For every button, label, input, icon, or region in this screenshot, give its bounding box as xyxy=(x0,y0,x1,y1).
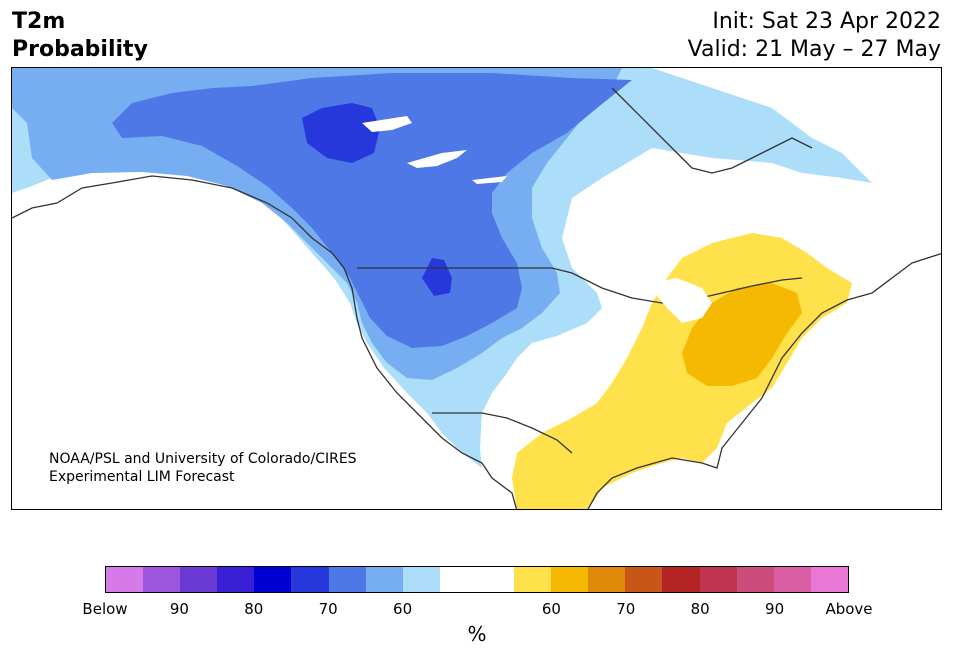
credit-line-2: Experimental LIM Forecast xyxy=(49,469,235,485)
colorbar-tick-label: 90 xyxy=(765,600,785,618)
colorbar-tick-label: 90 xyxy=(169,600,189,618)
colorbar-swatch xyxy=(476,567,515,592)
great-slave-lake xyxy=(407,150,467,168)
colorbar-tick-label: 80 xyxy=(244,600,264,618)
colorbar-swatch xyxy=(625,567,663,592)
us-canada-border xyxy=(357,267,803,304)
colorbar-ticks: Below 90 80 70 60 60 70 80 90 Above xyxy=(0,600,953,620)
forecast-map xyxy=(11,67,942,510)
colorbar-swatch xyxy=(439,567,477,592)
lake-winnipeg xyxy=(472,176,507,184)
colorbar-tick-label: 60 xyxy=(393,600,413,618)
colorbar-swatch xyxy=(254,567,292,592)
colorbar-swatch xyxy=(588,567,626,592)
colorbar-swatch xyxy=(365,567,403,592)
colorbar-swatch xyxy=(699,567,737,592)
hudson-bay xyxy=(611,87,813,174)
colorbar-tick-label: 70 xyxy=(616,600,636,618)
coastline xyxy=(12,175,941,509)
colorbar-swatch xyxy=(514,567,552,592)
colorbar-swatch xyxy=(328,567,366,592)
colorbar-swatch xyxy=(662,567,700,592)
colorbar-unit: % xyxy=(467,622,487,646)
credit-line-1: NOAA/PSL and University of Colorado/CIRE… xyxy=(49,451,357,467)
great-bear-lake xyxy=(362,116,412,132)
us-mexico-border xyxy=(432,412,573,454)
colorbar-swatch xyxy=(291,567,329,592)
great-lakes xyxy=(652,278,712,323)
valid-range: Valid: 21 May – 27 May xyxy=(687,37,941,62)
colorbar-swatch xyxy=(736,567,774,592)
below-80-region xyxy=(112,73,632,348)
colorbar-tick-label: 80 xyxy=(690,600,710,618)
date-info: Init: Sat 23 Apr 2022 Valid: 21 May – 27… xyxy=(688,8,941,64)
map-svg xyxy=(12,68,941,509)
colorbar-tick-label: Above xyxy=(825,600,873,618)
credit-text: NOAA/PSL and University of Colorado/CIRE… xyxy=(49,450,357,486)
colorbar-swatch xyxy=(402,567,440,592)
colorbar-tick-label: Below xyxy=(82,600,128,618)
colorbar xyxy=(105,566,849,593)
colorbar-swatch xyxy=(810,567,848,592)
colorbar-swatch xyxy=(180,567,218,592)
colorbar-swatch xyxy=(143,567,181,592)
above-70-region xyxy=(682,283,802,386)
colorbar-tick-label: 60 xyxy=(541,600,561,618)
below-90-region xyxy=(302,103,452,296)
colorbar-swatch xyxy=(106,567,144,592)
title-line-1: T2m xyxy=(12,9,66,34)
colorbar-swatch xyxy=(773,567,811,592)
colorbar-tick-label: 70 xyxy=(318,600,338,618)
init-date: Init: Sat 23 Apr 2022 xyxy=(712,9,941,34)
colorbar-swatch xyxy=(551,567,589,592)
colorbar-swatch xyxy=(217,567,255,592)
title-line-2: Probability xyxy=(12,37,148,62)
map-title: T2m Probability xyxy=(12,8,148,64)
